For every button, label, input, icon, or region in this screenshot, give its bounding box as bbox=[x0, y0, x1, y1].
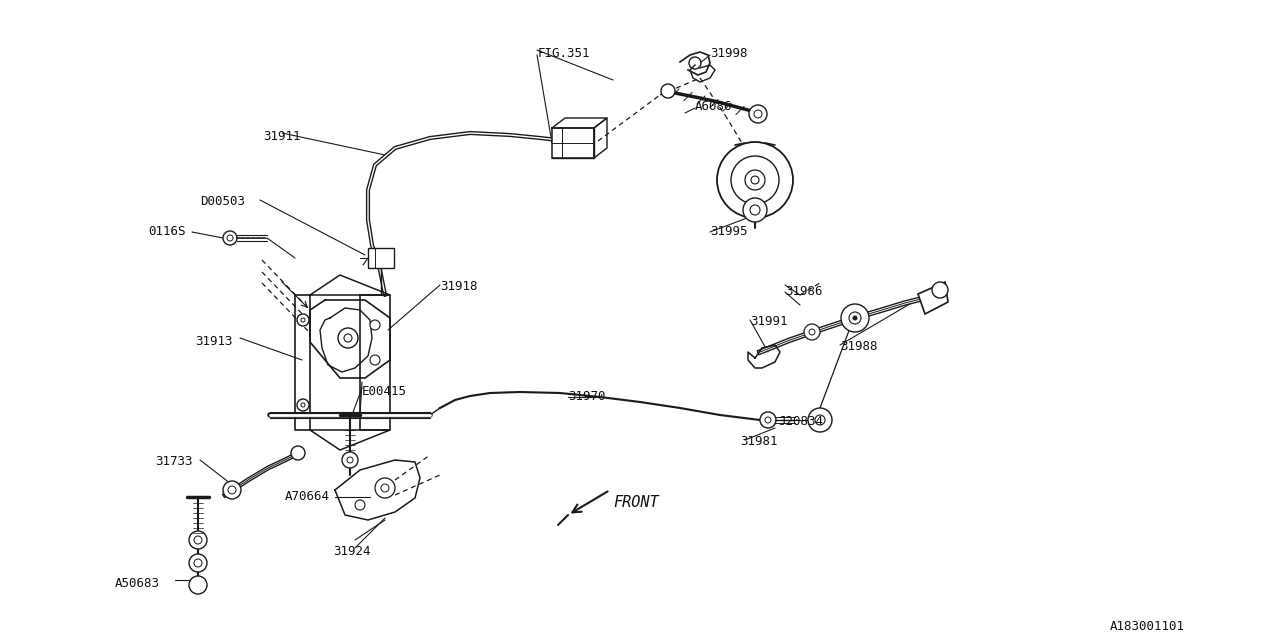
Circle shape bbox=[754, 110, 762, 118]
Circle shape bbox=[370, 320, 380, 330]
Text: FIG.351: FIG.351 bbox=[538, 47, 590, 60]
Circle shape bbox=[765, 417, 771, 423]
Circle shape bbox=[228, 486, 236, 494]
Text: A50683: A50683 bbox=[115, 577, 160, 590]
Circle shape bbox=[223, 481, 241, 499]
Circle shape bbox=[849, 312, 861, 324]
Circle shape bbox=[751, 176, 759, 184]
Circle shape bbox=[852, 316, 858, 320]
Text: 31918: 31918 bbox=[440, 280, 477, 293]
Circle shape bbox=[815, 415, 826, 425]
Circle shape bbox=[689, 57, 701, 69]
Circle shape bbox=[932, 282, 948, 298]
Circle shape bbox=[808, 408, 832, 432]
Circle shape bbox=[297, 314, 308, 326]
Circle shape bbox=[301, 403, 305, 407]
Text: 31991: 31991 bbox=[750, 315, 787, 328]
Text: J20834: J20834 bbox=[778, 415, 823, 428]
Text: FRONT: FRONT bbox=[613, 495, 659, 510]
Bar bbox=[369, 248, 394, 268]
Text: A6086: A6086 bbox=[695, 100, 732, 113]
Circle shape bbox=[760, 412, 776, 428]
Circle shape bbox=[355, 500, 365, 510]
Text: 31988: 31988 bbox=[840, 340, 878, 353]
Circle shape bbox=[381, 484, 389, 492]
Text: 0116S: 0116S bbox=[148, 225, 186, 238]
Circle shape bbox=[301, 318, 305, 322]
Text: 31913: 31913 bbox=[195, 335, 233, 348]
Text: 31986: 31986 bbox=[785, 285, 823, 298]
Circle shape bbox=[809, 329, 815, 335]
Circle shape bbox=[223, 231, 237, 245]
Circle shape bbox=[338, 328, 358, 348]
Circle shape bbox=[297, 399, 308, 411]
Circle shape bbox=[804, 324, 820, 340]
Circle shape bbox=[742, 198, 767, 222]
Circle shape bbox=[344, 334, 352, 342]
Circle shape bbox=[731, 156, 780, 204]
Circle shape bbox=[750, 205, 760, 215]
Circle shape bbox=[370, 355, 380, 365]
Text: 31911: 31911 bbox=[262, 130, 301, 143]
Bar bbox=[552, 128, 594, 158]
Circle shape bbox=[717, 142, 794, 218]
Circle shape bbox=[375, 478, 396, 498]
Circle shape bbox=[189, 576, 207, 594]
Circle shape bbox=[660, 84, 675, 98]
Circle shape bbox=[749, 105, 767, 123]
Circle shape bbox=[195, 559, 202, 567]
Text: D00503: D00503 bbox=[200, 195, 244, 208]
Circle shape bbox=[189, 531, 207, 549]
Circle shape bbox=[291, 446, 305, 460]
Text: 31998: 31998 bbox=[710, 47, 748, 60]
Text: 31981: 31981 bbox=[740, 435, 777, 448]
Circle shape bbox=[745, 170, 765, 190]
Text: 31733: 31733 bbox=[155, 455, 192, 468]
Circle shape bbox=[342, 452, 358, 468]
Circle shape bbox=[841, 304, 869, 332]
Text: A70664: A70664 bbox=[285, 490, 330, 503]
Circle shape bbox=[347, 457, 353, 463]
Text: A183001101: A183001101 bbox=[1110, 620, 1185, 633]
Circle shape bbox=[189, 554, 207, 572]
Text: 31970: 31970 bbox=[568, 390, 605, 403]
Text: E00415: E00415 bbox=[362, 385, 407, 398]
Circle shape bbox=[227, 235, 233, 241]
Polygon shape bbox=[918, 282, 948, 314]
Text: 31924: 31924 bbox=[333, 545, 370, 558]
Text: 31995: 31995 bbox=[710, 225, 748, 238]
Circle shape bbox=[195, 536, 202, 544]
